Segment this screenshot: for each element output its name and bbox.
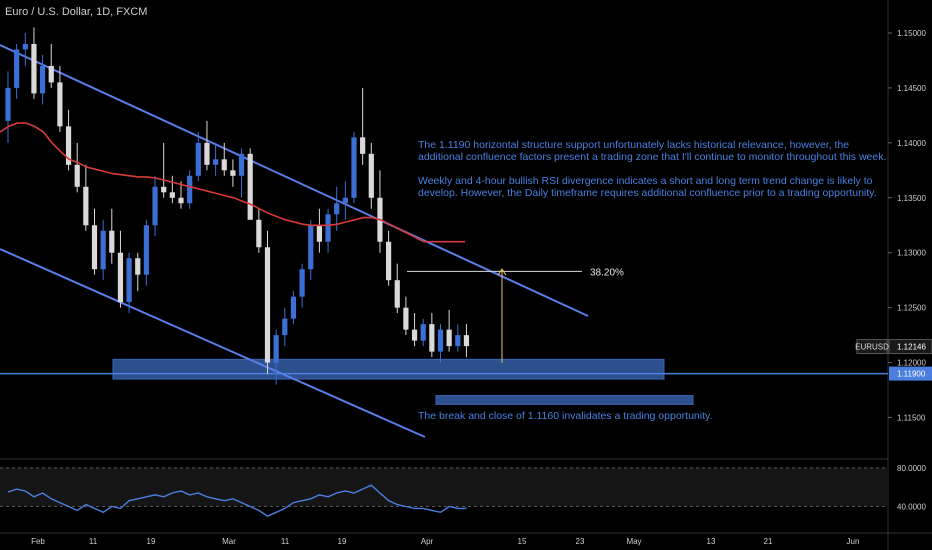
candle-body: [109, 230, 115, 253]
candle-body: [247, 153, 253, 220]
candle-body: [411, 329, 418, 341]
annotation-bottom: The break and close of 1.1160 invalidate…: [418, 410, 713, 422]
candle-body: [14, 49, 20, 88]
fib-level-label: 38.20%: [590, 267, 624, 278]
x-tick-label: 11: [89, 537, 98, 546]
candle-body: [342, 197, 348, 204]
candle-body: [446, 329, 452, 347]
candle-body: [31, 43, 37, 94]
candle-body: [299, 269, 305, 297]
candle-body: [221, 159, 227, 171]
x-tick-label: Feb: [31, 537, 45, 546]
candle-body: [273, 335, 279, 363]
x-tick-label: Mar: [222, 537, 236, 546]
candle-body: [264, 247, 271, 363]
y-tick-label: 1.11500: [897, 414, 926, 423]
candle-body: [65, 126, 72, 165]
y-tick-label: 1.13000: [897, 249, 926, 258]
candle-body: [463, 335, 470, 347]
last-price-label: 1.12146: [897, 343, 926, 352]
candle-body: [152, 186, 158, 226]
candle-body: [40, 65, 46, 94]
y-tick-label: 1.15000: [897, 29, 926, 38]
y-tick-label: 1.12000: [897, 359, 926, 368]
candle-body: [437, 329, 444, 352]
symbol-tag: [856, 339, 888, 355]
candle-body: [282, 318, 288, 336]
candle-body: [187, 175, 193, 204]
fib-arrow-head: [497, 268, 507, 276]
candle-body: [74, 164, 80, 187]
invalidation-zone: [435, 395, 694, 405]
x-tick-label: 21: [764, 537, 773, 546]
x-tick-label: 13: [707, 537, 716, 546]
candle-body: [91, 225, 98, 270]
candle-body: [455, 335, 461, 347]
candle-body: [403, 307, 409, 330]
annotation-top-2: Weekly and 4-hour bullish RSI divergence…: [418, 175, 877, 199]
y-tick-label: 1.14000: [897, 139, 926, 148]
candle-body: [48, 65, 54, 83]
y-tick-label: 1.14500: [897, 84, 926, 93]
candle-body: [169, 192, 175, 198]
y-tick-label: 1.13500: [897, 194, 926, 203]
candle-body: [57, 82, 63, 127]
annotation-top-1: The 1.1190 horizontal structure support …: [418, 139, 887, 163]
candle-body: [316, 225, 322, 242]
candle-body: [290, 296, 297, 319]
candle-body: [143, 225, 149, 275]
x-tick-label: 15: [518, 537, 527, 546]
rsi-line: [7, 484, 467, 517]
rsi-band: [0, 467, 888, 507]
candle-body: [394, 280, 400, 308]
candle-body: [360, 137, 366, 154]
x-tick-label: Jun: [847, 537, 860, 546]
x-tick-label: 19: [147, 537, 156, 546]
symbol-label: EURUSD: [855, 343, 889, 352]
candle-body: [126, 258, 132, 303]
x-tick-label: Apr: [421, 537, 434, 546]
candle-body: [161, 186, 167, 193]
candle-body: [230, 170, 236, 176]
rsi-tick-label: 80.0000: [897, 464, 926, 473]
rsi-tick-label: 40.0000: [897, 503, 926, 512]
candle-body: [100, 230, 106, 270]
moving-average-line: [0, 122, 465, 243]
last-price-tag: [888, 339, 932, 355]
chart-title: Euro / U.S. Dollar, 1D, FXCM: [5, 6, 148, 18]
candle-body: [117, 252, 124, 303]
candle-body: [308, 225, 314, 270]
candle-body: [238, 153, 245, 176]
annotation-top: The 1.1190 horizontal structure support …: [418, 139, 888, 199]
candle-body: [195, 142, 201, 176]
candle-body: [334, 203, 340, 215]
candle-body: [420, 324, 426, 341]
candle-body: [429, 324, 435, 352]
candle-body: [386, 241, 392, 281]
candle-body: [204, 142, 210, 165]
support-zone: [112, 358, 665, 380]
candle-body: [213, 159, 219, 165]
candle-body: [178, 197, 184, 204]
candle-body: [368, 153, 374, 198]
support-price-label: 1.11900: [897, 370, 926, 379]
y-tick-label: 1.12500: [897, 304, 926, 313]
x-tick-label: 11: [281, 537, 290, 546]
channel-lower: [0, 248, 426, 438]
candle-body: [256, 219, 262, 248]
x-tick-label: 19: [338, 537, 347, 546]
support-price-tag: [889, 366, 932, 381]
candle-body: [5, 87, 11, 121]
candle-body: [22, 43, 28, 50]
candle-body: [135, 258, 141, 275]
candle-body: [325, 214, 331, 242]
channel-upper: [0, 44, 589, 317]
x-tick-label: May: [626, 537, 641, 546]
x-tick-label: 23: [576, 537, 585, 546]
candle-body: [351, 137, 357, 198]
candle-body: [83, 186, 89, 226]
